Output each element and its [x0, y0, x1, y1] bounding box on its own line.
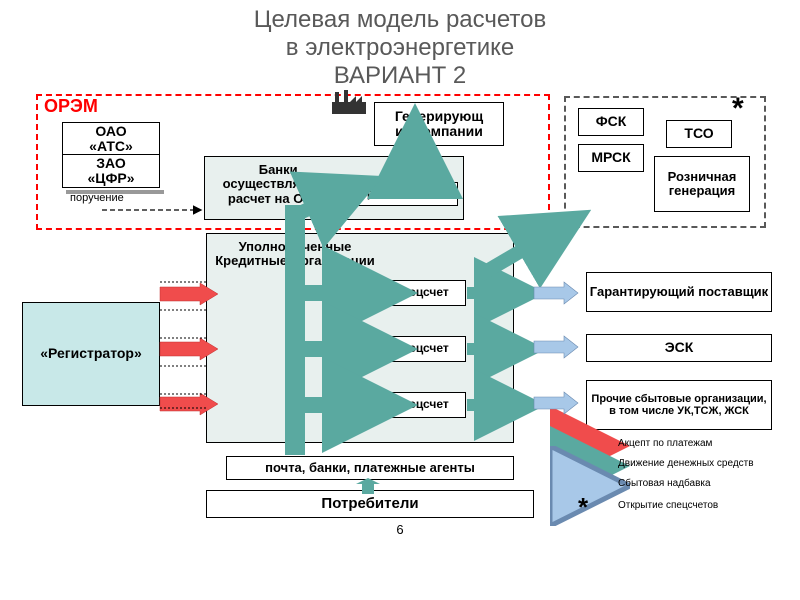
page-number: 6: [0, 522, 800, 537]
cfr-box: ЗАО«ЦФР»: [62, 154, 160, 188]
title-line2: в электроэнергетике: [0, 34, 800, 62]
legend-red-arrow: [568, 438, 610, 454]
legend-nadbavka: Сбытовая надбавка: [618, 478, 711, 489]
dotted-links: [160, 278, 210, 418]
asterisk-top: *: [732, 92, 744, 126]
poruchenie-arrow: [100, 200, 210, 220]
potrebiteli-box: Потребители: [206, 490, 534, 518]
title-line1: Целевая модель расчетов: [0, 6, 800, 34]
title-line3: ВАРИАНТ 2: [0, 62, 800, 90]
legend-asterisk: *: [578, 492, 588, 523]
blue-arrow-1: [534, 282, 580, 304]
mrsk-box: МРСК: [578, 144, 644, 172]
teal-up-small: [356, 478, 380, 494]
registrator-box: «Регистратор»: [22, 302, 160, 406]
gp-box: Гарантирующий поставщик: [586, 272, 772, 312]
blue-arrow-3: [534, 392, 580, 414]
teal-flow: [255, 145, 525, 465]
blue-arrow-2: [534, 336, 580, 358]
orem-label: ОРЭМ: [44, 96, 98, 117]
esk-box: ЭСК: [586, 334, 772, 362]
factory-icon: [322, 90, 372, 116]
gencomp-box: Генерирующие компании: [374, 102, 504, 146]
legend-teal-arrow: [568, 458, 610, 474]
prochie-box: Прочие сбытовые организации, в том числе…: [586, 380, 772, 430]
legend-blue-arrow: [568, 478, 610, 494]
ats-box: ОАО«АТС»: [62, 122, 160, 156]
legend-akcept: Акцепт по платежам: [618, 438, 712, 449]
rozn-gen-box: Розничная генерация: [654, 156, 750, 212]
fsk-box: ФСК: [578, 108, 644, 136]
legend-dvizhenie: Движение денежных средств: [618, 458, 754, 469]
legend-otkrytie: Открытие спецсчетов: [618, 500, 718, 511]
tso-box: ТСО: [666, 120, 732, 148]
